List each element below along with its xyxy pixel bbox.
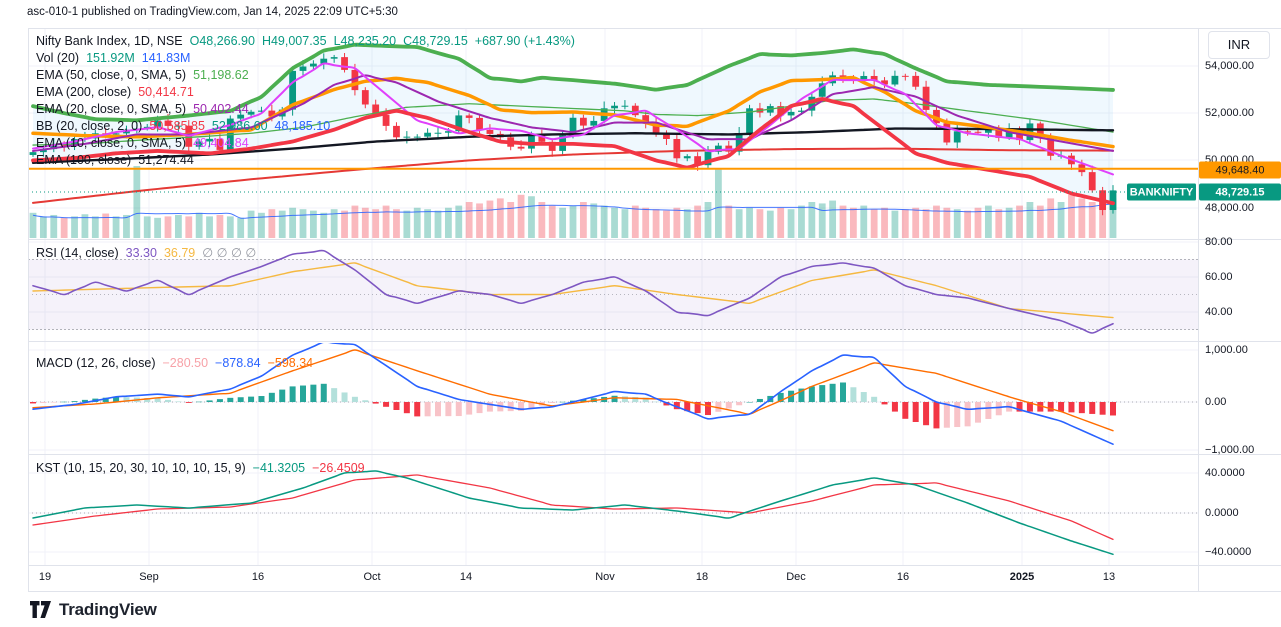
legend-row-indicator-2[interactable]: EMA (50, close, 0, SMA, 5) 51,198.62	[36, 68, 249, 82]
time-tick: 16	[896, 571, 910, 583]
legend-value: 36.79	[163, 246, 196, 260]
tradingview-logo-icon[interactable]	[30, 601, 51, 618]
legend-value: −26.4509	[312, 461, 365, 475]
legend-value: +687.90 (+1.43%)	[474, 34, 575, 48]
legend-label: EMA (50, close, 0, SMA, 5)	[36, 68, 187, 82]
last-price-label: 48,729.15	[1199, 183, 1281, 201]
time-tick: 13	[1102, 571, 1116, 583]
legend-label: EMA (200, close)	[36, 85, 132, 99]
brand-name[interactable]: TradingView	[59, 599, 157, 619]
kst-tick: −40.0000	[1205, 546, 1252, 558]
legend-row-rsi[interactable]: RSI (14, close) 33.30 36.79 ∅ ∅ ∅ ∅	[36, 245, 256, 260]
legend-value: 51,198.62	[193, 68, 249, 82]
legend-value: ∅ ∅ ∅ ∅	[202, 246, 257, 260]
legend-value: H49,007.35	[261, 34, 327, 48]
legend-value: 52,986.60	[211, 119, 268, 133]
rsi-tick: 60.00	[1205, 271, 1233, 283]
legend-label: BB (20, close, 2, 0)	[36, 119, 143, 133]
chart-area: asc-010-1 published on TradingView.com, …	[0, 0, 1281, 592]
legend-value: 48,185.10	[274, 119, 331, 133]
legend-value: C48,729.15	[403, 34, 468, 48]
time-tick: 16	[251, 571, 265, 583]
legend-value: 33.30	[125, 246, 157, 260]
legend-label: Vol (20)	[36, 51, 80, 65]
legend-row-kst[interactable]: KST (10, 15, 20, 30, 10, 10, 10, 15, 9) −…	[36, 461, 365, 475]
macd-tick: −1,000.00	[1205, 444, 1255, 456]
legend-row-symbol[interactable]: Nifty Bank Index, 1D, NSE O48,266.90 H49,0…	[36, 34, 575, 48]
price-tick: 54,000.00	[1205, 60, 1254, 72]
chart-canvas[interactable]	[0, 0, 1281, 592]
time-tick: Nov	[595, 571, 615, 583]
symbol-price-flag: BANKNIFTY	[1127, 183, 1197, 201]
time-tick: Oct	[363, 571, 381, 583]
legend-value: −598.34	[267, 356, 314, 370]
legend-row-indicator-4[interactable]: EMA (20, close, 0, SMA, 5) 50,402.44	[36, 102, 249, 116]
kst-tick: 40.0000	[1205, 467, 1245, 479]
legend-row-indicator-7[interactable]: EMA (100, close) 51,274.44	[36, 153, 194, 167]
legend-value: 141.83M	[141, 51, 191, 65]
legend-value: 49,404.84	[193, 136, 249, 150]
macd-tick: 0.00	[1205, 396, 1227, 408]
time-tick: 14	[459, 571, 473, 583]
footer: TradingView	[0, 592, 1281, 627]
price-tick: 48,000.00	[1205, 202, 1254, 214]
legend-value: 50,402.44	[193, 102, 249, 116]
currency-button[interactable]: INR	[1208, 31, 1270, 59]
legend-value: −280.50	[162, 356, 209, 370]
time-tick: Dec	[786, 571, 806, 583]
rsi-tick: 80.00	[1205, 236, 1233, 248]
legend-value: 51,274.44	[138, 153, 194, 167]
time-tick: 2025	[1009, 571, 1035, 583]
legend-label: RSI (14, close)	[36, 246, 119, 260]
legend-row-indicator-5[interactable]: BB (20, close, 2, 0) 50,585.85 52,986.60 48…	[36, 119, 330, 133]
legend-row-indicator-1[interactable]: Vol (20) 151.92M 141.83M	[36, 51, 190, 65]
time-tick: 19	[38, 571, 52, 583]
legend-row-macd[interactable]: MACD (12, 26, close) −280.50 −878.84 −598.3…	[36, 356, 313, 370]
legend-value: −41.3205	[252, 461, 306, 475]
legend-label: KST (10, 15, 20, 30, 10, 10, 10, 15, 9)	[36, 461, 246, 475]
legend-value: L48,235.20	[333, 34, 397, 48]
legend-label: EMA (100, close)	[36, 153, 132, 167]
legend-value: 50,414.71	[138, 85, 194, 99]
legend-value: O48,266.90	[189, 34, 255, 48]
legend-value: 151.92M	[86, 51, 135, 65]
kst-tick: 0.0000	[1205, 507, 1239, 519]
legend-label: MACD (12, 26, close)	[36, 356, 156, 370]
rsi-tick: 40.00	[1205, 306, 1233, 318]
legend-row-indicator-3[interactable]: EMA (200, close) 50,414.71	[36, 85, 194, 99]
legend-label: Nifty Bank Index, 1D, NSE	[36, 34, 183, 48]
time-tick: Sep	[139, 571, 159, 583]
hline-price-label: 49,648.40	[1199, 161, 1281, 179]
macd-tick: 1,000.00	[1205, 344, 1248, 356]
price-tick: 52,000.00	[1205, 107, 1254, 119]
legend-row-indicator-6[interactable]: EMA (10, close, 0, SMA, 5) 49,404.84	[36, 136, 249, 150]
publish-info: asc-010-1 published on TradingView.com, …	[27, 6, 398, 18]
legend-value: −878.84	[215, 356, 261, 370]
legend-label: EMA (10, close, 0, SMA, 5)	[36, 136, 187, 150]
time-tick: 18	[695, 571, 709, 583]
legend-value: 50,585.85	[149, 119, 205, 133]
legend-label: EMA (20, close, 0, SMA, 5)	[36, 102, 187, 116]
